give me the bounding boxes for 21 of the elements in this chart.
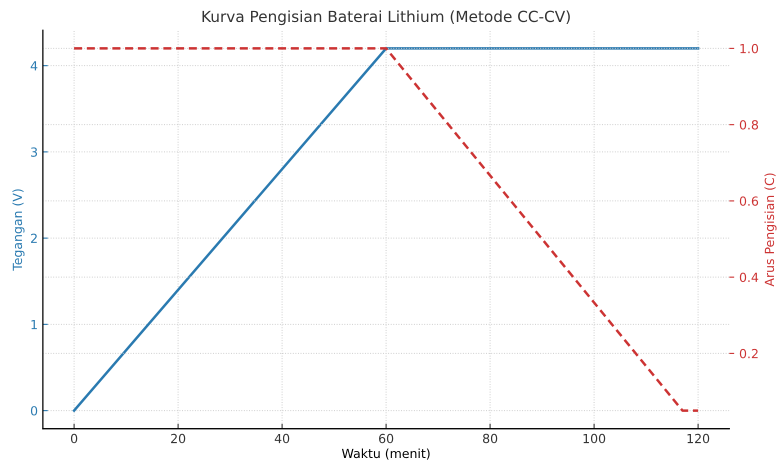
chart-title: Kurva Pengisian Baterai Lithium (Metode CC-CV) (202, 10, 570, 26)
y-tick-label: 1 (31, 320, 37, 330)
y2-tick-label: 0.2 (740, 348, 758, 358)
x-tick-label: 60 (379, 434, 394, 444)
y-tick-label: 4 (30, 61, 38, 70)
y2-axis-title: Arus Pengisian (C) (764, 173, 777, 287)
x-tick-label: 0 (70, 434, 78, 444)
x-tick-label: 100 (584, 434, 606, 444)
y2-tick-label: 0.4 (740, 272, 758, 282)
y2-tick-label: 1.0 (740, 44, 758, 54)
x-axis-title: Waktu (menit) (342, 448, 430, 460)
x-tick-label: 80 (482, 434, 498, 444)
y-tick-label: 3 (31, 147, 38, 157)
x-tick-label: 40 (274, 434, 290, 444)
x-tick-label: 120 (688, 434, 710, 444)
y-tick-label: 0 (30, 406, 38, 416)
y2-tick-label: 0.6 (740, 196, 758, 206)
y2-tick-label: 0.8 (740, 120, 758, 130)
y-tick-label: 2 (31, 234, 37, 243)
y-axis-title: Tegangan (V) (12, 189, 25, 271)
x-tick-label: 20 (171, 434, 186, 444)
